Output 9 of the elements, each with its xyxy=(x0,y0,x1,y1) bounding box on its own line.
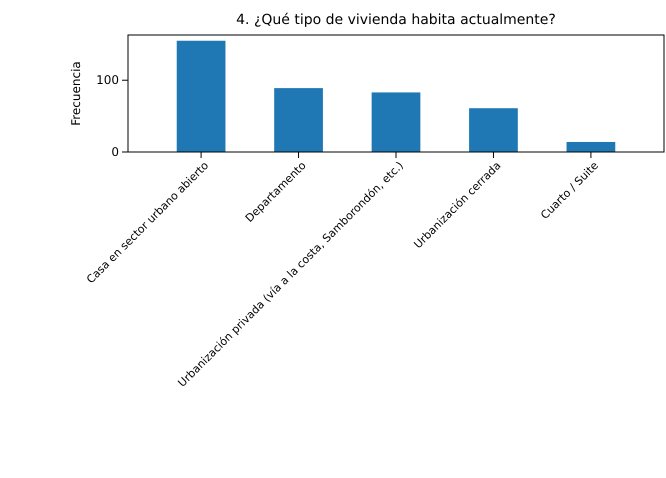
bar xyxy=(176,40,226,152)
bar xyxy=(566,142,616,152)
chart-title: 4. ¿Qué tipo de vivienda habita actualmente? xyxy=(236,12,556,28)
bar xyxy=(372,92,420,152)
y-axis-title: Frecuencia xyxy=(69,61,83,126)
bar xyxy=(274,88,323,152)
bar xyxy=(469,108,518,152)
y-tick-label: 100 xyxy=(96,73,119,88)
y-tick-label: 0 xyxy=(111,144,119,159)
